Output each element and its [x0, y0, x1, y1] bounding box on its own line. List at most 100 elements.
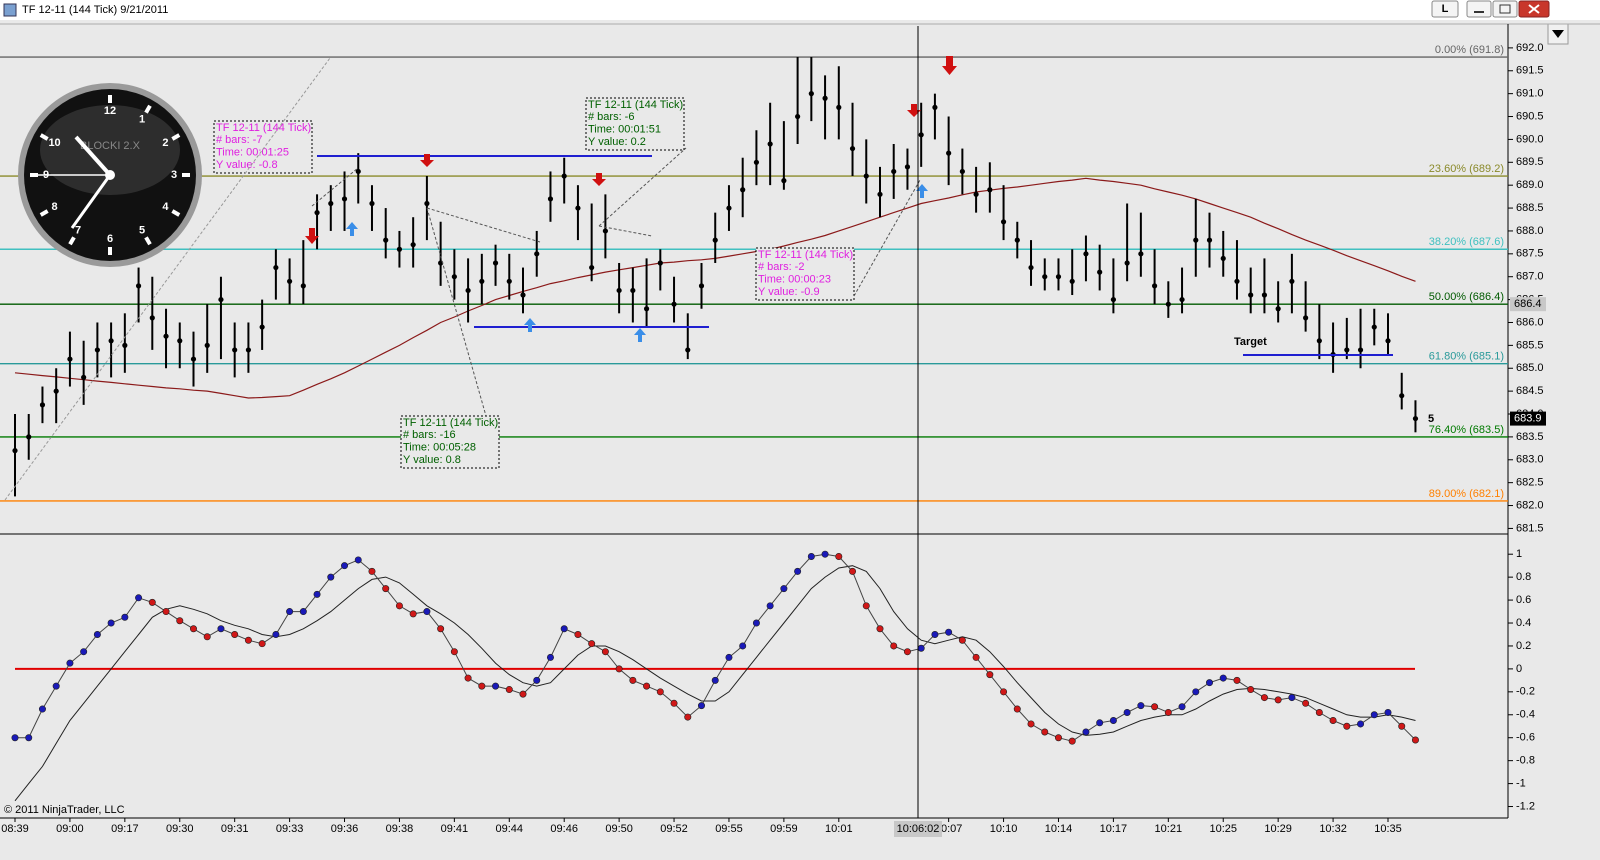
minimize-button[interactable]	[1466, 0, 1492, 18]
oscillator-dot	[286, 608, 294, 616]
measure-text: TF 12-11 (144 Tick)	[216, 122, 311, 134]
close-dot	[26, 434, 32, 440]
measure-text: TF 12-11 (144 Tick)	[403, 417, 498, 429]
oscillator-dot	[697, 702, 705, 710]
oscillator-dot	[299, 608, 307, 616]
close-dot	[479, 278, 485, 284]
oscillator-dot	[1260, 694, 1268, 702]
oscillator-dot	[478, 682, 486, 690]
oscillator-dot	[148, 598, 156, 606]
sell-arrow	[907, 104, 921, 117]
oscillator-dot	[1096, 719, 1104, 727]
oscillator-dot	[972, 653, 980, 661]
l-button-label[interactable]: L	[1442, 3, 1449, 15]
close-dot	[808, 91, 814, 97]
close-dot	[877, 191, 883, 197]
close-dot	[1000, 219, 1007, 225]
close-dot	[259, 324, 265, 330]
x-tick-label: 09:36	[331, 823, 359, 835]
y-tick-label: 0	[1516, 663, 1522, 675]
close-dot	[1165, 301, 1171, 307]
oscillator-dot	[739, 642, 747, 650]
close-dot	[849, 145, 856, 152]
y-tick-label: 683.5	[1516, 431, 1544, 443]
y-tick-label: 689.5	[1516, 156, 1544, 168]
close-dot	[39, 402, 46, 408]
close-dot	[1124, 260, 1130, 266]
oscillator-dot	[1054, 734, 1062, 742]
measure-text: Y value: -0.8	[216, 159, 278, 171]
close-dot	[190, 356, 197, 362]
x-tick-label: 09:33	[276, 823, 304, 835]
y-tick-label: -0.8	[1516, 755, 1535, 767]
close-dot	[369, 200, 375, 207]
y-tick-label: 689.0	[1516, 179, 1544, 191]
oscillator-dot	[272, 630, 280, 638]
y-tick-label: 690.5	[1516, 110, 1544, 122]
close-dot	[904, 164, 911, 170]
oscillator-dot	[931, 630, 939, 638]
measure-box	[213, 120, 313, 174]
clock-tick	[39, 209, 49, 217]
title-bar	[0, 0, 1600, 20]
x-tick-label: 10:01	[825, 823, 853, 835]
y-tick-label: 682.5	[1516, 477, 1544, 489]
y-tick-label: -0.4	[1516, 709, 1535, 721]
oscillator-dot	[1164, 708, 1172, 716]
oscillator-dot	[162, 608, 170, 616]
y-tick-label: 0.2	[1516, 640, 1531, 652]
oscillator-dot	[1192, 688, 1200, 696]
close-dot	[273, 264, 279, 271]
measure-text: # bars: -16	[403, 429, 456, 441]
oscillator-dot	[505, 686, 513, 694]
oscillator-dot	[1027, 720, 1035, 728]
oscillator-dot	[244, 636, 252, 644]
oscillator-dot	[492, 682, 500, 690]
close-dot	[1138, 251, 1144, 257]
oscillator-dot	[1000, 688, 1008, 696]
close-dot	[932, 104, 938, 110]
close-dot	[1385, 338, 1391, 344]
oscillator-dot	[354, 556, 362, 564]
x-tick-label: 09:44	[496, 823, 524, 835]
close-dot	[245, 347, 252, 353]
restore-button[interactable]	[1492, 0, 1518, 18]
close-dot	[561, 173, 567, 179]
close-dot	[328, 200, 334, 207]
x-tick-label: 10:17	[1100, 823, 1128, 835]
fib-label: 0.00% (691.8)	[1435, 44, 1504, 56]
signal-line	[14, 565, 1416, 802]
close-dot	[1344, 347, 1350, 353]
clock-numeral: 5	[139, 224, 145, 236]
trend-line	[4, 57, 331, 501]
oscillator-dot	[670, 699, 678, 707]
close-dot	[1193, 237, 1199, 243]
oscillator-dot	[450, 648, 458, 656]
y-tick-label: 691.5	[1516, 65, 1544, 77]
clock-numeral: 4	[162, 201, 169, 213]
oscillator-dot	[601, 648, 609, 656]
oscillator-dot	[656, 688, 664, 696]
oscillator-dot	[1206, 679, 1214, 687]
y-tick-label: 690.0	[1516, 133, 1544, 145]
oscillator-dot	[1411, 736, 1419, 744]
oscillator-dot	[1302, 699, 1310, 707]
x-tick-label: 09:38	[386, 823, 414, 835]
close-dot	[177, 338, 183, 344]
oscillator-dot	[945, 628, 953, 636]
measure-line	[598, 147, 687, 227]
oscillator-dot	[395, 602, 403, 610]
y-tick-label: 687.5	[1516, 248, 1544, 260]
close-dot	[355, 168, 361, 175]
close-dot	[1042, 274, 1048, 280]
close-dot	[1028, 264, 1034, 271]
l-button[interactable]	[1431, 0, 1459, 18]
oscillator-dot	[231, 630, 239, 638]
close-dot	[1357, 347, 1364, 353]
oscillator-dot	[1288, 694, 1296, 702]
close-icon	[1528, 4, 1540, 14]
close-dot	[53, 388, 59, 394]
price-marker-label: 683.9	[1514, 412, 1542, 424]
close-dot	[1261, 292, 1268, 298]
fib-label: 76.40% (683.5)	[1429, 424, 1504, 436]
